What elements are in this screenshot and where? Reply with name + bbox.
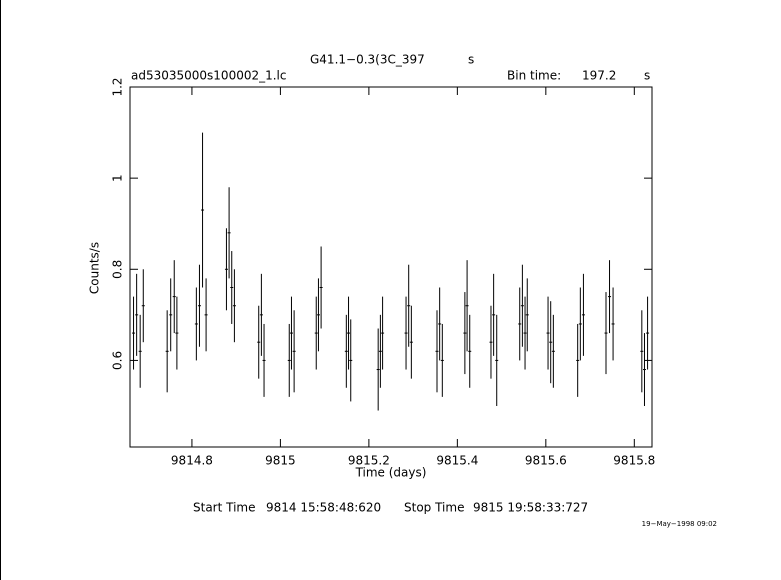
bin-time-label: Bin time: [507, 69, 561, 83]
y-axis-label: Counts/s [88, 242, 102, 294]
y-tick-label: 0.6 [111, 351, 125, 370]
x-tick-label: 9815.8 [613, 454, 655, 468]
x-tick-label: 9815.4 [436, 454, 478, 468]
stop-time-label: Stop Time [404, 501, 464, 515]
date-stamp: 19−May−1998 09:02 [642, 520, 717, 528]
bin-time-unit: s [644, 69, 650, 83]
x-tick-label: 9815.6 [525, 454, 567, 468]
file-name: ad53035000s100002_1.lc [131, 69, 287, 83]
y-tick-label: 1 [111, 174, 125, 182]
stop-time: 9815 19:58:33:727 [473, 501, 588, 515]
x-tick-label: 9814.8 [171, 454, 213, 468]
x-tick-label: 9815.2 [348, 454, 390, 468]
title-unit: s [468, 53, 474, 67]
x-tick-label: 9815 [265, 454, 296, 468]
start-time-label: Start Time [193, 501, 256, 515]
y-tick-label: 0.8 [111, 260, 125, 279]
start-time: 9814 15:58:48:620 [266, 501, 381, 515]
y-tick-label: 1.2 [111, 77, 125, 96]
plot-frame [129, 86, 653, 448]
chart-title: G41.1−0.3(3C_397 [310, 53, 425, 67]
x-axis-label: Time (days) [355, 466, 427, 480]
bin-time: 197.2 [582, 69, 616, 83]
